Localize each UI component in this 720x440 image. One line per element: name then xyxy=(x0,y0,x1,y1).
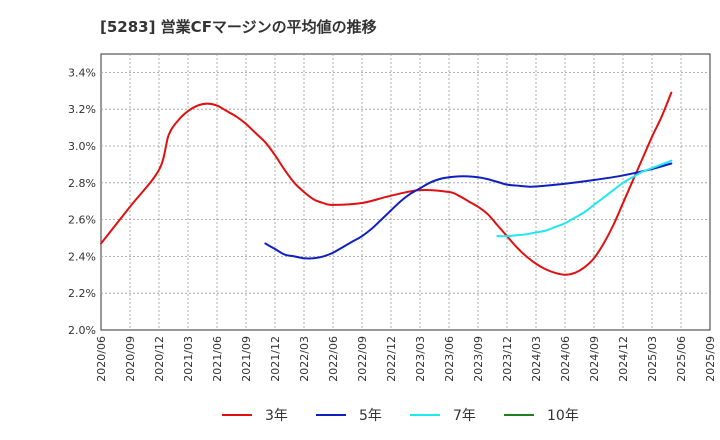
y-tick-label: 3.4% xyxy=(68,66,96,79)
x-tick-label: 2025/03 xyxy=(646,336,659,382)
x-tick-label: 2024/12 xyxy=(617,336,630,382)
x-tick-label: 2024/09 xyxy=(588,336,601,382)
x-tick-label: 2022/06 xyxy=(327,336,340,382)
x-tick-label: 2025/09 xyxy=(704,336,717,382)
legend-label-2: 5年 xyxy=(359,408,382,424)
x-tick-label: 2024/03 xyxy=(530,336,543,382)
y-tick-label: 3.0% xyxy=(68,140,96,153)
x-tick-label: 2022/09 xyxy=(356,336,369,382)
x-tick-label: 2020/12 xyxy=(153,336,166,382)
x-tick-label: 2023/03 xyxy=(414,336,427,382)
y-tick-label: 2.8% xyxy=(68,177,96,190)
x-tick-label: 2020/09 xyxy=(124,336,137,382)
legend: 3年 5年 7年 10年 xyxy=(222,408,579,424)
x-tick-label: 2022/12 xyxy=(385,336,398,382)
series-line-2 xyxy=(264,162,673,260)
x-tick-label: 2022/03 xyxy=(298,336,311,382)
x-tick-label: 2021/03 xyxy=(182,336,195,382)
x-tick-label: 2023/09 xyxy=(472,336,485,382)
series-line-3 xyxy=(496,159,673,238)
x-axis-ticks: 2020/06 2020/09 2020/12 2021/03 2021/06 2021/… xyxy=(95,336,717,382)
y-tick-label: 2.2% xyxy=(68,287,96,300)
y-tick-label: 2.0% xyxy=(68,324,96,337)
x-tick-label: 2021/09 xyxy=(240,336,253,382)
x-tick-label: 2021/12 xyxy=(269,336,282,382)
y-tick-label: 2.4% xyxy=(68,250,96,263)
x-tick-label: 2023/06 xyxy=(443,336,456,382)
series-line-1 xyxy=(100,91,673,276)
legend-label-3: 7年 xyxy=(453,408,476,424)
legend-label-4: 10年 xyxy=(547,408,579,424)
x-tick-label: 2025/06 xyxy=(675,336,688,382)
y-tick-label: 3.2% xyxy=(68,103,96,116)
x-tick-label: 2023/12 xyxy=(501,336,514,382)
y-tick-label: 2.6% xyxy=(68,214,96,227)
x-tick-label: 2024/06 xyxy=(559,336,572,382)
legend-label-1: 3年 xyxy=(265,408,288,424)
chart-title: [5283] 営業CFマージンの平均値の推移 xyxy=(100,18,377,36)
x-tick-label: 2020/06 xyxy=(95,336,108,382)
x-tick-label: 2021/06 xyxy=(211,336,224,382)
y-axis-ticks: 2.0% 2.2% 2.4% 2.6% 2.8% 3.0% 3.2% 3.4% xyxy=(68,66,96,337)
series-lines xyxy=(100,91,673,276)
grid xyxy=(101,54,710,330)
